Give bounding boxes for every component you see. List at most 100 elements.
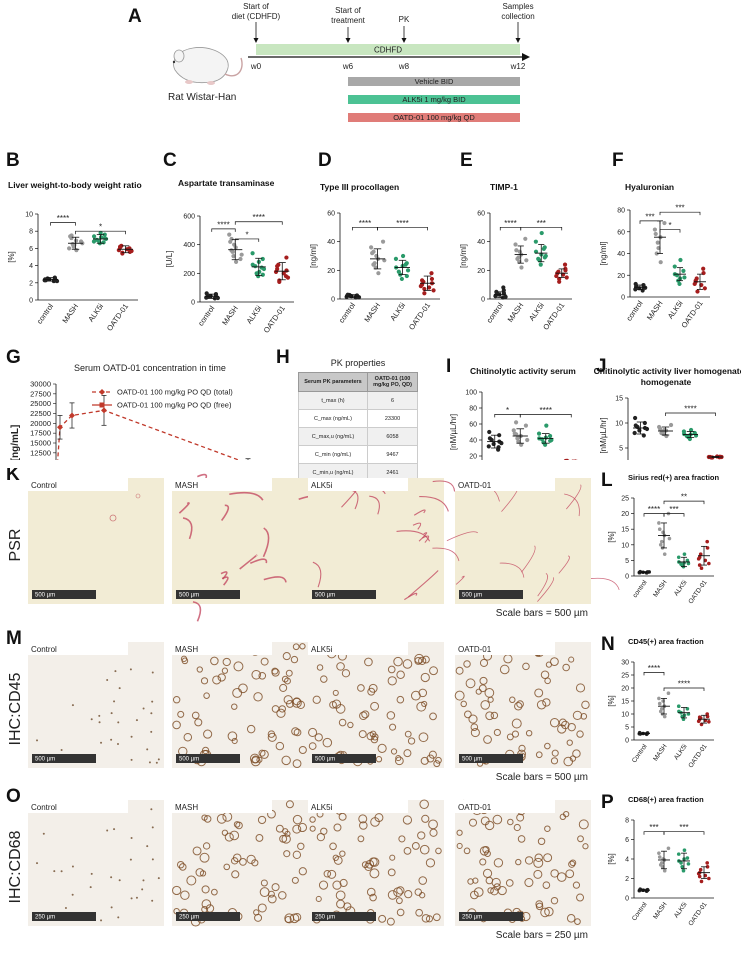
data-point <box>495 291 500 297</box>
stained-cell <box>323 869 332 878</box>
collagen-fiber <box>263 576 287 583</box>
data-point <box>536 431 542 436</box>
data-point <box>429 276 435 282</box>
stained-cell <box>180 890 190 900</box>
data-point <box>696 719 701 724</box>
collagen-fiber <box>419 496 449 512</box>
significance-label: **** <box>678 680 690 689</box>
data-point <box>685 558 690 563</box>
y-tick-label: 10 <box>615 421 623 428</box>
image-title-box <box>172 642 272 655</box>
stained-cell <box>396 908 405 917</box>
stained-cell <box>278 891 287 900</box>
data-point <box>657 424 662 430</box>
y-tick-label: 600 <box>183 214 195 221</box>
stained-cell <box>387 676 397 686</box>
data-point <box>548 438 553 443</box>
data-point <box>284 268 289 273</box>
stained-cell <box>456 829 463 836</box>
stained-cell <box>292 850 302 859</box>
data-point <box>685 856 690 860</box>
scale-note: Scale bars = 500 µm <box>496 608 588 619</box>
stained-cell <box>246 724 256 734</box>
y-tick-label: 15000 <box>30 439 51 448</box>
stained-cell <box>540 670 550 680</box>
significance-bracket <box>663 500 705 505</box>
stained-cell <box>396 695 405 704</box>
stained-cell <box>36 739 39 742</box>
stained-cell <box>292 912 302 922</box>
stained-cell <box>281 755 291 766</box>
stained-cell <box>291 697 302 708</box>
stained-cell <box>257 903 267 913</box>
data-point <box>74 248 79 253</box>
stained-cell <box>418 732 429 743</box>
stained-cell <box>100 741 103 744</box>
stained-cell <box>202 842 211 850</box>
data-point <box>662 714 667 719</box>
stained-cell <box>367 687 376 696</box>
scale-bar <box>312 754 376 763</box>
stained-cell <box>281 834 291 844</box>
data-point <box>666 846 671 851</box>
data-point <box>533 239 538 244</box>
stained-cell <box>418 876 428 885</box>
chart-title: Chitinolytic activity serum <box>470 366 576 376</box>
significance-label: * <box>99 223 102 232</box>
data-point <box>523 423 529 428</box>
row-bf: B C D E F Liver weight-to-body weight ra… <box>6 150 710 335</box>
category-label: OATD-01 <box>687 901 708 927</box>
data-point <box>422 291 427 296</box>
stained-cell <box>90 872 93 875</box>
week-label: w0 <box>250 62 262 71</box>
stained-cell <box>146 748 149 751</box>
data-point <box>566 459 570 460</box>
stained-cell <box>569 859 577 867</box>
collagen-fiber <box>537 573 549 597</box>
collagen-fiber <box>178 502 190 514</box>
data-point <box>678 257 683 263</box>
stained-cell <box>421 914 431 923</box>
stained-cell <box>365 859 375 869</box>
stained-cell <box>551 749 559 757</box>
stained-cell <box>238 683 248 694</box>
category-label: ALK5i <box>673 743 689 761</box>
stained-cell <box>421 814 430 823</box>
stained-cell <box>176 860 185 869</box>
y-tick-label: 20 <box>617 273 625 280</box>
data-point <box>681 429 687 434</box>
data-point <box>371 262 376 267</box>
y-tick-label: 20 <box>469 454 477 461</box>
stained-cell <box>395 755 402 762</box>
stained-cell <box>203 692 210 699</box>
significance-bracket <box>643 672 665 676</box>
data-point <box>283 274 289 279</box>
image-title-box <box>308 800 408 813</box>
data-point <box>499 441 504 446</box>
data-point <box>94 237 99 242</box>
stained-cell <box>404 730 412 738</box>
histology-image: ALK5i 500 µm <box>308 478 456 604</box>
image-title-box <box>455 642 555 655</box>
stained-cell <box>485 711 494 721</box>
data-point <box>696 557 701 561</box>
y-tick-label: 0 <box>625 738 629 745</box>
stained-cell <box>493 883 501 891</box>
data-point <box>676 704 681 708</box>
stained-cell <box>389 723 397 731</box>
data-marker <box>69 412 75 419</box>
collagen-fiber <box>421 535 430 543</box>
stained-cell <box>525 729 533 737</box>
histology-section: K PSR Control 500 µm MASH 500 µm ALK5i 500 µm OA… <box>0 468 741 968</box>
data-point <box>653 231 658 237</box>
stained-cell <box>418 656 427 666</box>
pk-value: 23300 <box>367 409 418 428</box>
y-axis-label: [%] <box>607 853 616 865</box>
panel-label: G <box>6 347 21 368</box>
scale-note: Scale bars = 250 µm <box>496 930 588 941</box>
significance-bracket <box>50 222 76 226</box>
data-point <box>233 259 239 264</box>
stained-cell <box>369 857 380 867</box>
data-marker <box>101 407 107 414</box>
